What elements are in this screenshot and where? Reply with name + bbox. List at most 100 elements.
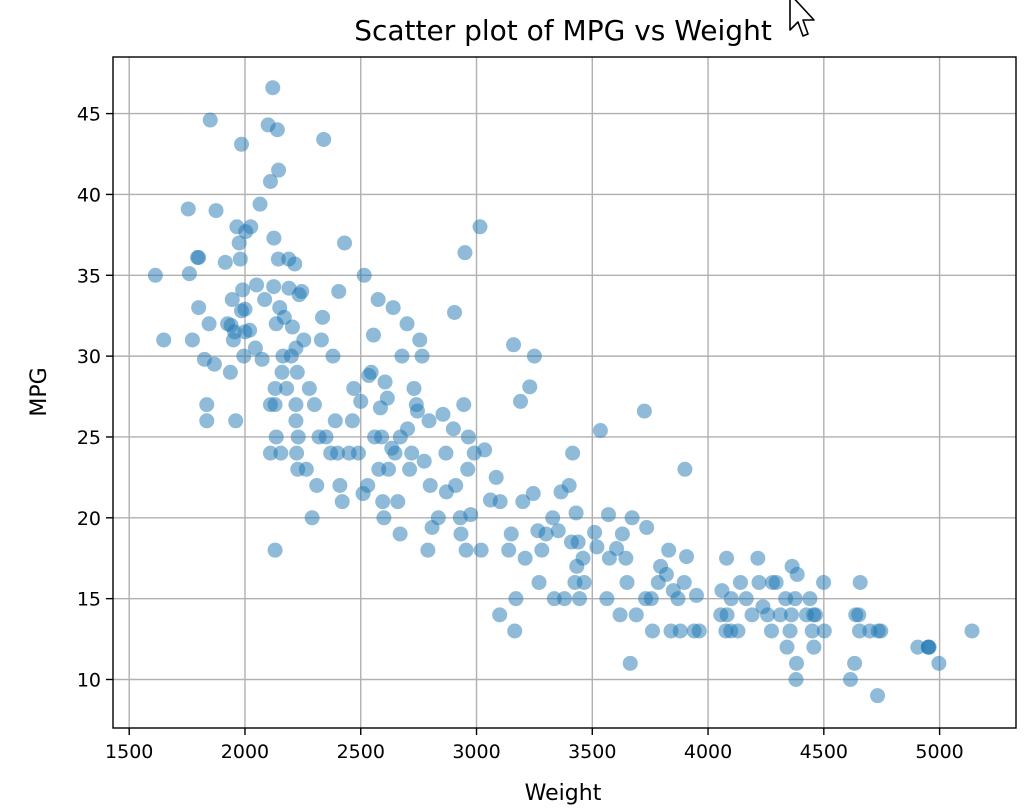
data-point [267,542,283,558]
data-point [492,494,508,510]
data-point [269,122,285,138]
data-point [643,591,659,607]
data-point [842,671,858,687]
data-point [231,235,247,251]
data-point [390,494,406,510]
data-point [181,266,197,282]
data-point [545,510,561,526]
data-point [217,254,233,270]
data-point [575,550,591,566]
data-point [379,390,395,406]
data-point [332,477,348,493]
data-point [288,397,304,413]
data-point [661,542,677,558]
y-tick-label: 40 [77,184,101,206]
data-point [385,300,401,316]
data-point [420,542,436,558]
data-point [360,477,376,493]
data-point [268,429,284,445]
data-point [691,623,707,639]
data-point [768,574,784,590]
data-point [330,445,346,461]
data-point [456,397,472,413]
data-point [414,348,430,364]
data-point [538,526,554,542]
data-point [910,639,926,655]
data-point [561,477,577,493]
data-point [870,688,886,704]
x-tick-label: 1500 [105,741,153,763]
data-point [572,591,588,607]
y-axis-label: MPG [27,367,52,416]
data-point [387,445,403,461]
data-point [719,550,735,566]
data-point [228,413,244,429]
data-point [522,379,538,395]
data-point [460,429,476,445]
data-point [670,591,686,607]
data-point [622,655,638,671]
data-point [262,445,278,461]
data-point [406,380,422,396]
data-point [409,403,425,419]
data-point [744,607,760,623]
data-point [782,623,798,639]
data-point [201,316,217,332]
data-point [325,348,341,364]
data-point [394,348,410,364]
data-point [787,591,803,607]
data-point [772,607,788,623]
data-point [550,523,566,539]
data-point [422,477,438,493]
data-point [331,283,347,299]
data-point [313,332,329,348]
data-point [273,445,289,461]
data-point [243,219,259,235]
data-point [377,374,393,390]
data-point [517,550,533,566]
data-point [612,607,628,623]
data-point [289,445,305,461]
data-point [636,403,652,419]
data-point [375,494,391,510]
data-point [399,316,415,332]
data-point [679,549,695,565]
data-point [353,393,369,409]
data-point [557,591,572,607]
data-point [301,380,317,396]
data-point [531,574,547,590]
x-axis-ticks: 1500 2000 2500 3000 3500 4000 4500 5000 [105,728,964,763]
data-point [370,292,386,308]
data-point [202,112,218,128]
data-point [284,319,300,335]
data-point [816,574,832,590]
data-point [507,623,523,639]
data-point [356,267,372,283]
data-point [644,623,660,639]
data-point [816,623,832,639]
data-point [592,422,608,438]
data-point [750,550,766,566]
data-point [191,300,207,316]
data-point [807,607,823,623]
x-tick-label: 3000 [452,741,500,763]
data-point [618,550,634,566]
x-tick-label: 2500 [337,741,385,763]
data-point [614,526,630,542]
data-point [447,304,463,320]
data-point [232,251,248,267]
data-point [318,429,334,445]
data-point [783,607,799,623]
data-point [488,469,504,485]
data-point [298,461,314,477]
data-point [658,566,674,582]
data-point [851,623,867,639]
data-point [234,136,250,152]
data-point [457,245,473,261]
data-point [363,364,379,380]
data-point [525,486,541,502]
data-point [448,477,464,493]
y-tick-label: 30 [77,346,101,368]
data-point [271,162,287,178]
data-point [392,526,408,542]
